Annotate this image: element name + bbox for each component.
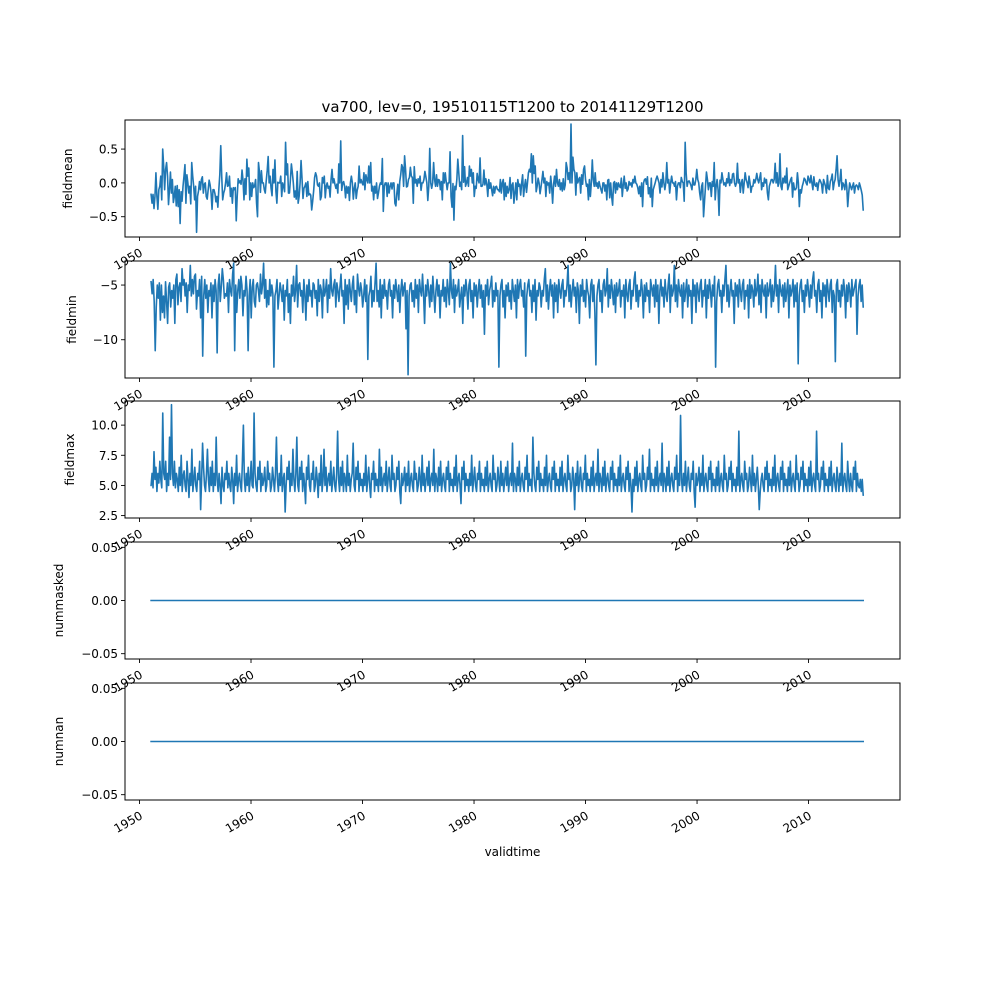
y-tick-label: 5.0 xyxy=(99,479,118,493)
y-axis-label-nummasked: nummasked xyxy=(52,564,66,638)
y-tick-label: 0.05 xyxy=(91,541,118,555)
y-tick-label: −0.05 xyxy=(81,647,118,661)
y-tick-label: 0.5 xyxy=(99,143,118,157)
y-tick-label: 0.00 xyxy=(91,594,118,608)
y-tick-label: 0.0 xyxy=(99,176,118,190)
y-tick-label: −0.5 xyxy=(89,210,118,224)
axes-frame-fieldmean xyxy=(124,119,901,238)
y-axis-label-fieldmin: fieldmin xyxy=(65,295,79,344)
y-tick-label: −0.05 xyxy=(81,788,118,802)
y-tick-label: 2.5 xyxy=(99,509,118,523)
x-axis-label: validtime xyxy=(485,845,541,859)
axes-frame-fieldmax xyxy=(124,400,901,519)
y-tick-label: 0.05 xyxy=(91,682,118,696)
y-tick-label: −10 xyxy=(93,333,118,347)
y-tick-label: 0.00 xyxy=(91,735,118,749)
chart-title: va700, lev=0, 19510115T1200 to 20141129T… xyxy=(321,98,703,116)
y-tick-label: 7.5 xyxy=(99,449,118,463)
y-tick-label: 10.0 xyxy=(91,419,118,433)
series-line-fieldmean xyxy=(150,123,865,234)
y-tick-label: −5 xyxy=(100,279,118,293)
axes-frame-fieldmin xyxy=(124,260,901,379)
series-line-fieldmax xyxy=(150,403,865,513)
y-axis-label-fieldmean: fieldmean xyxy=(61,149,75,209)
series-line-fieldmin xyxy=(150,262,865,376)
y-axis-label-numnan: numnan xyxy=(52,717,66,766)
y-axis-label-fieldmax: fieldmax xyxy=(63,433,77,485)
